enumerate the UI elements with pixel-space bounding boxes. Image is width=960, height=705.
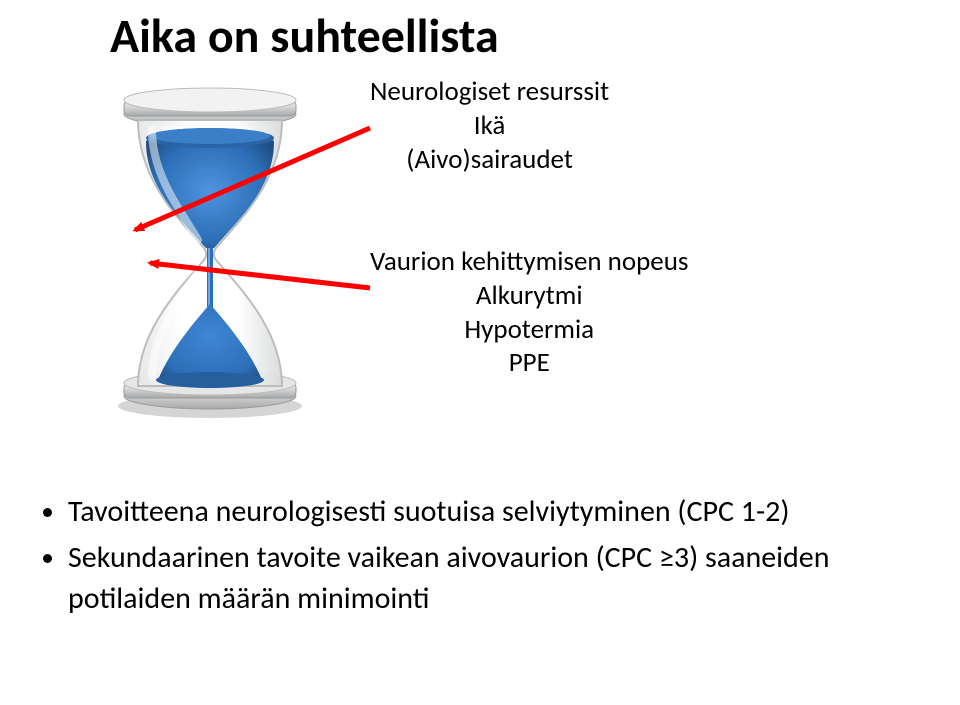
top-line1: Neurologiset resurssit <box>370 75 609 109</box>
mid-text-block: Vaurion kehittymisen nopeus Alkurytmi Hy… <box>370 245 688 380</box>
mid-line1: Vaurion kehittymisen nopeus <box>370 245 688 279</box>
top-text-block: Neurologiset resurssit Ikä (Aivo)sairaud… <box>370 75 609 176</box>
slide: Aika on suhteellista <box>0 0 960 705</box>
hourglass-image <box>110 80 310 420</box>
slide-title: Aika on suhteellista <box>110 6 499 65</box>
bullet-list: Tavoitteena neurologisesti suotuisa selv… <box>40 492 920 626</box>
hourglass-svg <box>110 80 310 420</box>
bullet-2: Sekundaarinen tavoite vaikean aivovaurio… <box>68 538 920 619</box>
mid-line4: PPE <box>370 346 688 380</box>
mid-line3: Hypotermia <box>370 313 688 347</box>
top-line3: (Aivo)sairaudet <box>370 143 609 177</box>
top-line2: Ikä <box>370 109 609 143</box>
bullet-1: Tavoitteena neurologisesti suotuisa selv… <box>68 492 920 533</box>
mid-line2: Alkurytmi <box>370 279 688 313</box>
